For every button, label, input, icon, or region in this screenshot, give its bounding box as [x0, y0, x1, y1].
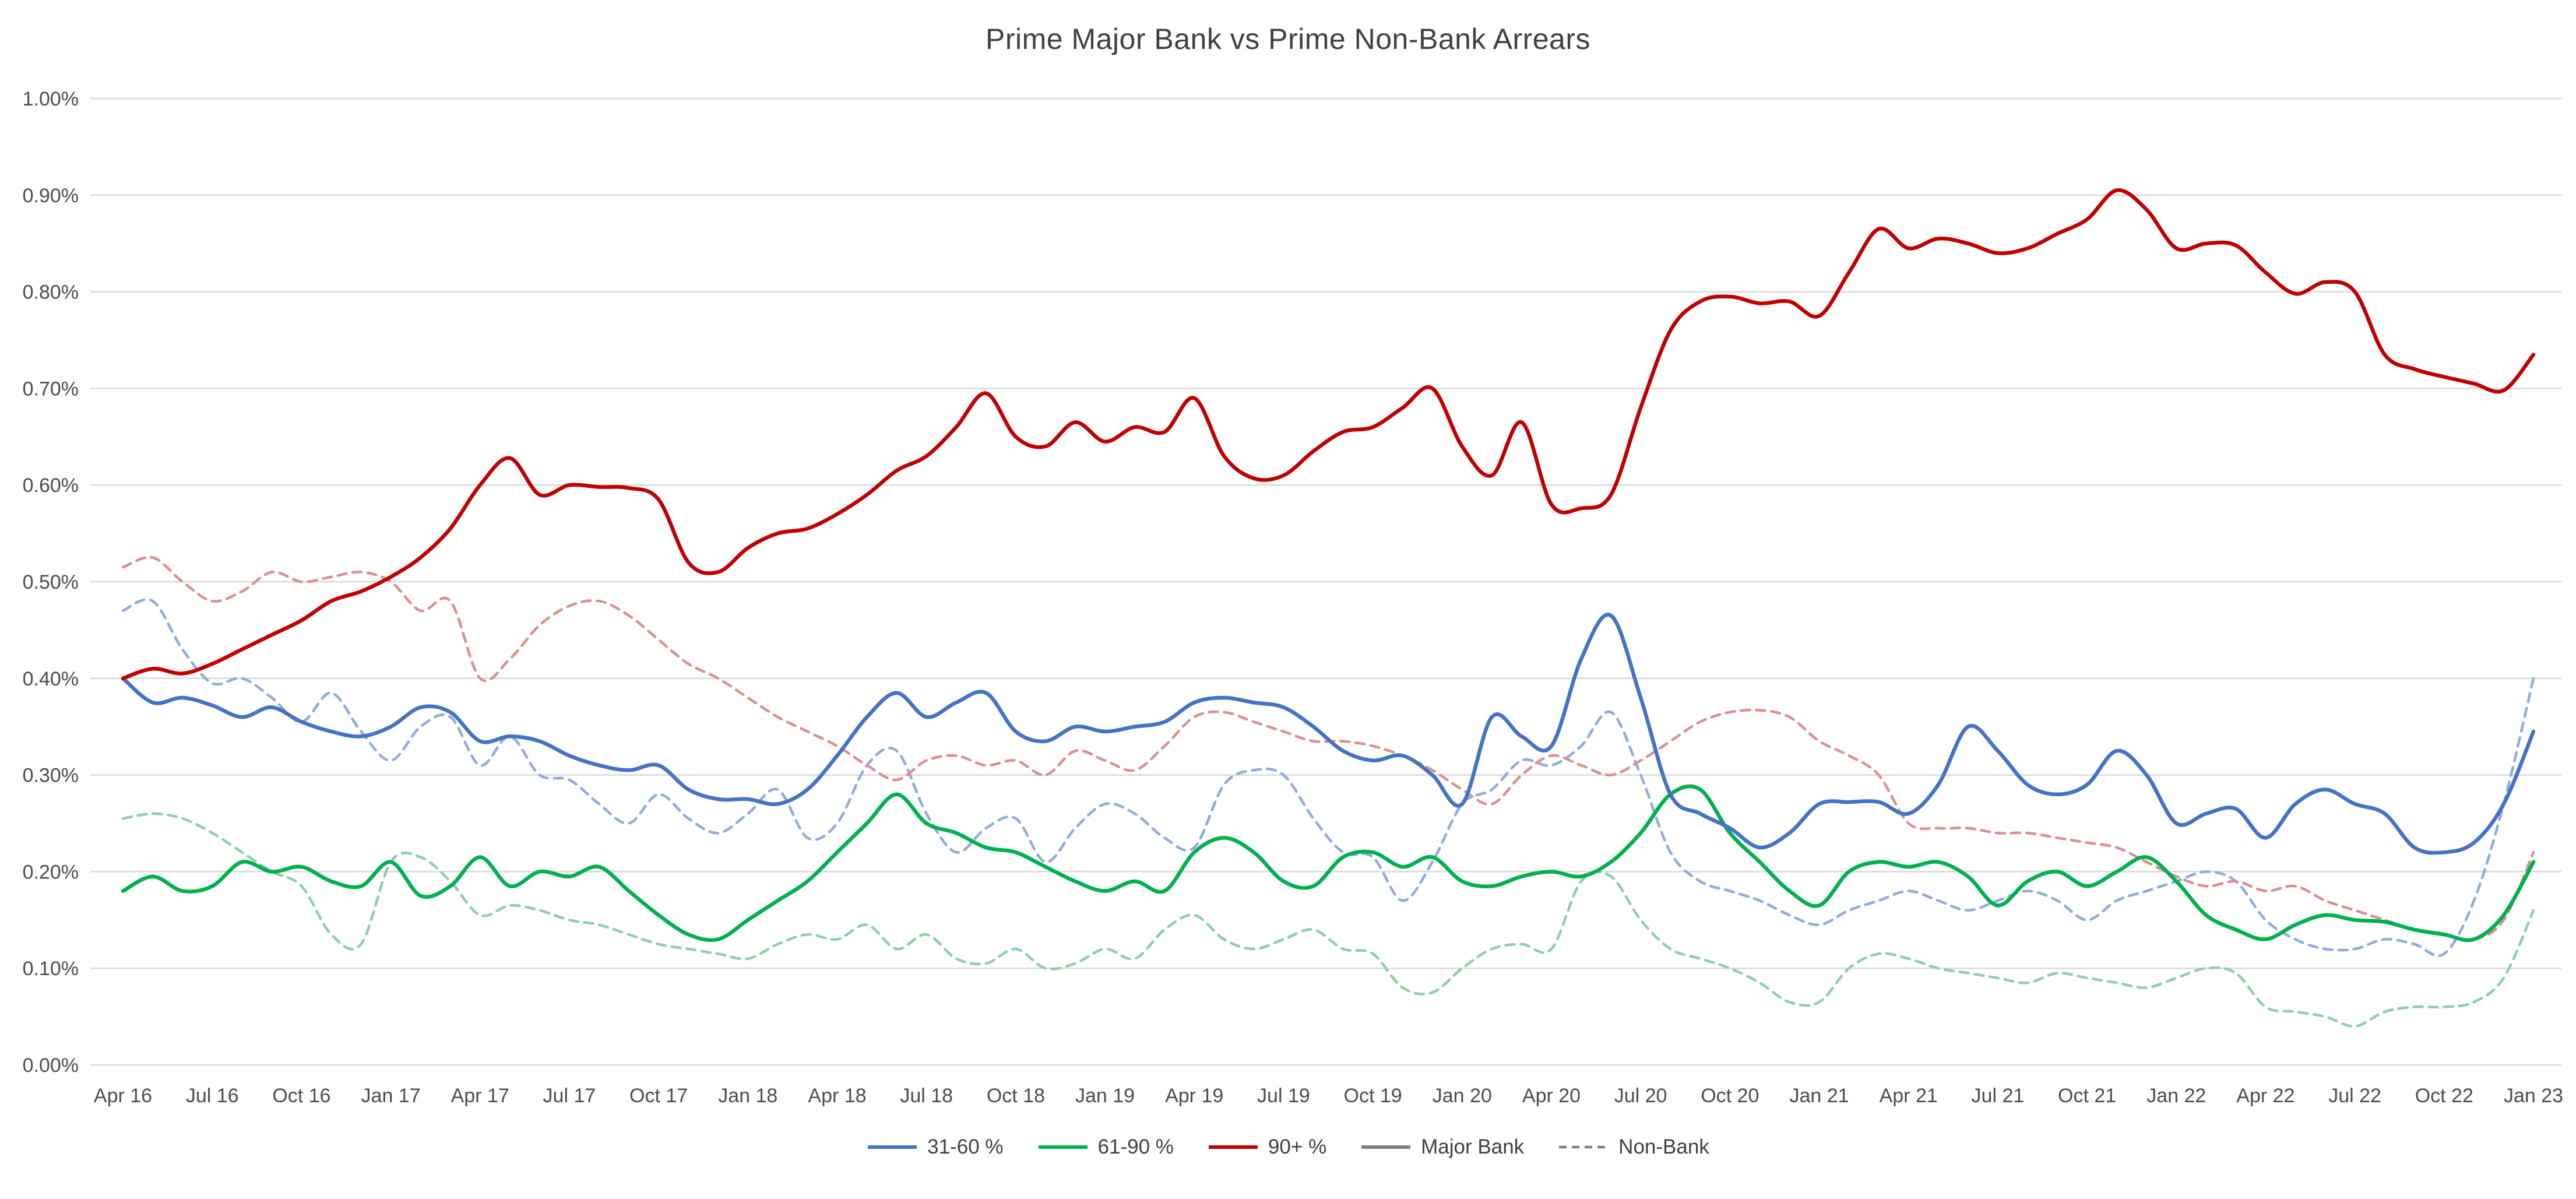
- x-axis-tick-label: Jan 23: [2504, 1085, 2563, 1107]
- legend-label: Non-Bank: [1618, 1135, 1709, 1158]
- x-axis-tick-label: Jan 22: [2146, 1085, 2206, 1107]
- legend-label: 61-90 %: [1097, 1135, 1174, 1158]
- y-axis-tick-label: 0.10%: [23, 958, 79, 980]
- y-axis-tick-label: 0.50%: [23, 571, 79, 593]
- y-axis-tick-label: 0.60%: [23, 474, 79, 497]
- legend-swatch-line: [1208, 1145, 1258, 1149]
- series-line: [121, 613, 2536, 855]
- series-line: [121, 812, 2535, 1028]
- x-axis-tick-label: Jul 22: [2328, 1085, 2381, 1107]
- x-axis-tick-label: Jan 19: [1075, 1085, 1135, 1107]
- x-axis-tick-label: Oct 20: [1701, 1085, 1759, 1107]
- x-axis-tick-label: Apr 19: [1165, 1085, 1223, 1107]
- x-axis-tick-label: Oct 22: [2415, 1085, 2473, 1107]
- y-axis-tick-label: 0.40%: [23, 668, 79, 690]
- series-line: [121, 555, 2535, 941]
- legend-item-31-60: 31-60 %: [867, 1135, 1004, 1159]
- y-axis-tick-label: 1.00%: [23, 88, 79, 110]
- x-axis-tick-label: Oct 16: [272, 1085, 330, 1107]
- x-axis-tick-label: Jul 18: [900, 1085, 953, 1107]
- legend-item-major-bank: Major Bank: [1360, 1135, 1524, 1159]
- y-axis-tick-label: 0.70%: [23, 378, 79, 400]
- x-axis-tick-label: Oct 17: [629, 1085, 688, 1107]
- y-axis-tick-label: 0.90%: [23, 185, 79, 207]
- gridlines: [90, 97, 2561, 1066]
- y-axis-tick-label: 0.00%: [23, 1054, 79, 1077]
- x-axis-tick-label: Jan 20: [1433, 1085, 1492, 1107]
- x-axis-tick-label: Oct 18: [987, 1085, 1045, 1107]
- legend-label: 90+ %: [1268, 1135, 1327, 1158]
- legend-label: 31-60 %: [927, 1135, 1004, 1158]
- x-axis-tick-label: Jan 17: [361, 1085, 421, 1107]
- x-axis-tick-label: Apr 22: [2236, 1085, 2295, 1107]
- x-axis-tick-label: Apr 20: [1522, 1085, 1581, 1107]
- legend-item-61-90: 61-90 %: [1037, 1135, 1174, 1159]
- y-axis-labels: 0.00% 0.10% 0.20% 0.30% 0.40% 0.50% 0.60% 0.70%…: [23, 88, 79, 1077]
- x-axis-tick-label: Jul 16: [186, 1085, 239, 1107]
- series-line: [121, 188, 2536, 681]
- x-axis-tick-label: Jan 21: [1789, 1085, 1849, 1107]
- x-axis-tick-label: Oct 19: [1344, 1085, 1402, 1107]
- legend-item-non-bank: Non-Bank: [1558, 1135, 1709, 1159]
- x-axis-tick-label: Jul 21: [1972, 1085, 2025, 1107]
- series-line: [121, 598, 2535, 957]
- x-axis-tick-label: Jul 19: [1257, 1085, 1310, 1107]
- series-lines: [121, 188, 2536, 1028]
- x-axis-tick-label: Apr 18: [808, 1085, 866, 1107]
- x-axis-tick-label: Apr 16: [94, 1085, 152, 1107]
- legend: 31-60 % 61-90 % 90+ % Major Bank Non-Bank: [0, 1135, 2576, 1159]
- x-axis-tick-label: Oct 21: [2058, 1085, 2116, 1107]
- series-line: [121, 784, 2536, 943]
- y-axis-tick-label: 0.20%: [23, 861, 79, 883]
- y-axis-tick-label: 0.30%: [23, 765, 79, 787]
- x-axis-tick-label: Jul 20: [1614, 1085, 1667, 1107]
- x-axis-labels: Apr 16 Jul 16 Oct 16 Jan 17 Apr 17 Jul 17 Oct …: [94, 1085, 2563, 1107]
- x-axis-tick-label: Apr 17: [451, 1085, 509, 1107]
- legend-swatch-line: [1361, 1145, 1411, 1149]
- legend-item-90: 90+ %: [1208, 1135, 1326, 1159]
- chart-title: Prime Major Bank vs Prime Non-Bank Arrea…: [986, 23, 1590, 55]
- legend-label: Major Bank: [1421, 1135, 1525, 1158]
- y-axis-tick-label: 0.80%: [23, 282, 79, 304]
- x-axis-tick-label: Apr 21: [1880, 1085, 1938, 1107]
- x-axis-tick-label: Jul 17: [543, 1085, 596, 1107]
- x-axis-tick-label: Jan 18: [718, 1085, 777, 1107]
- legend-swatch-line: [868, 1145, 917, 1149]
- legend-swatch-line: [1038, 1145, 1088, 1149]
- legend-swatch-line: [1559, 1145, 1609, 1149]
